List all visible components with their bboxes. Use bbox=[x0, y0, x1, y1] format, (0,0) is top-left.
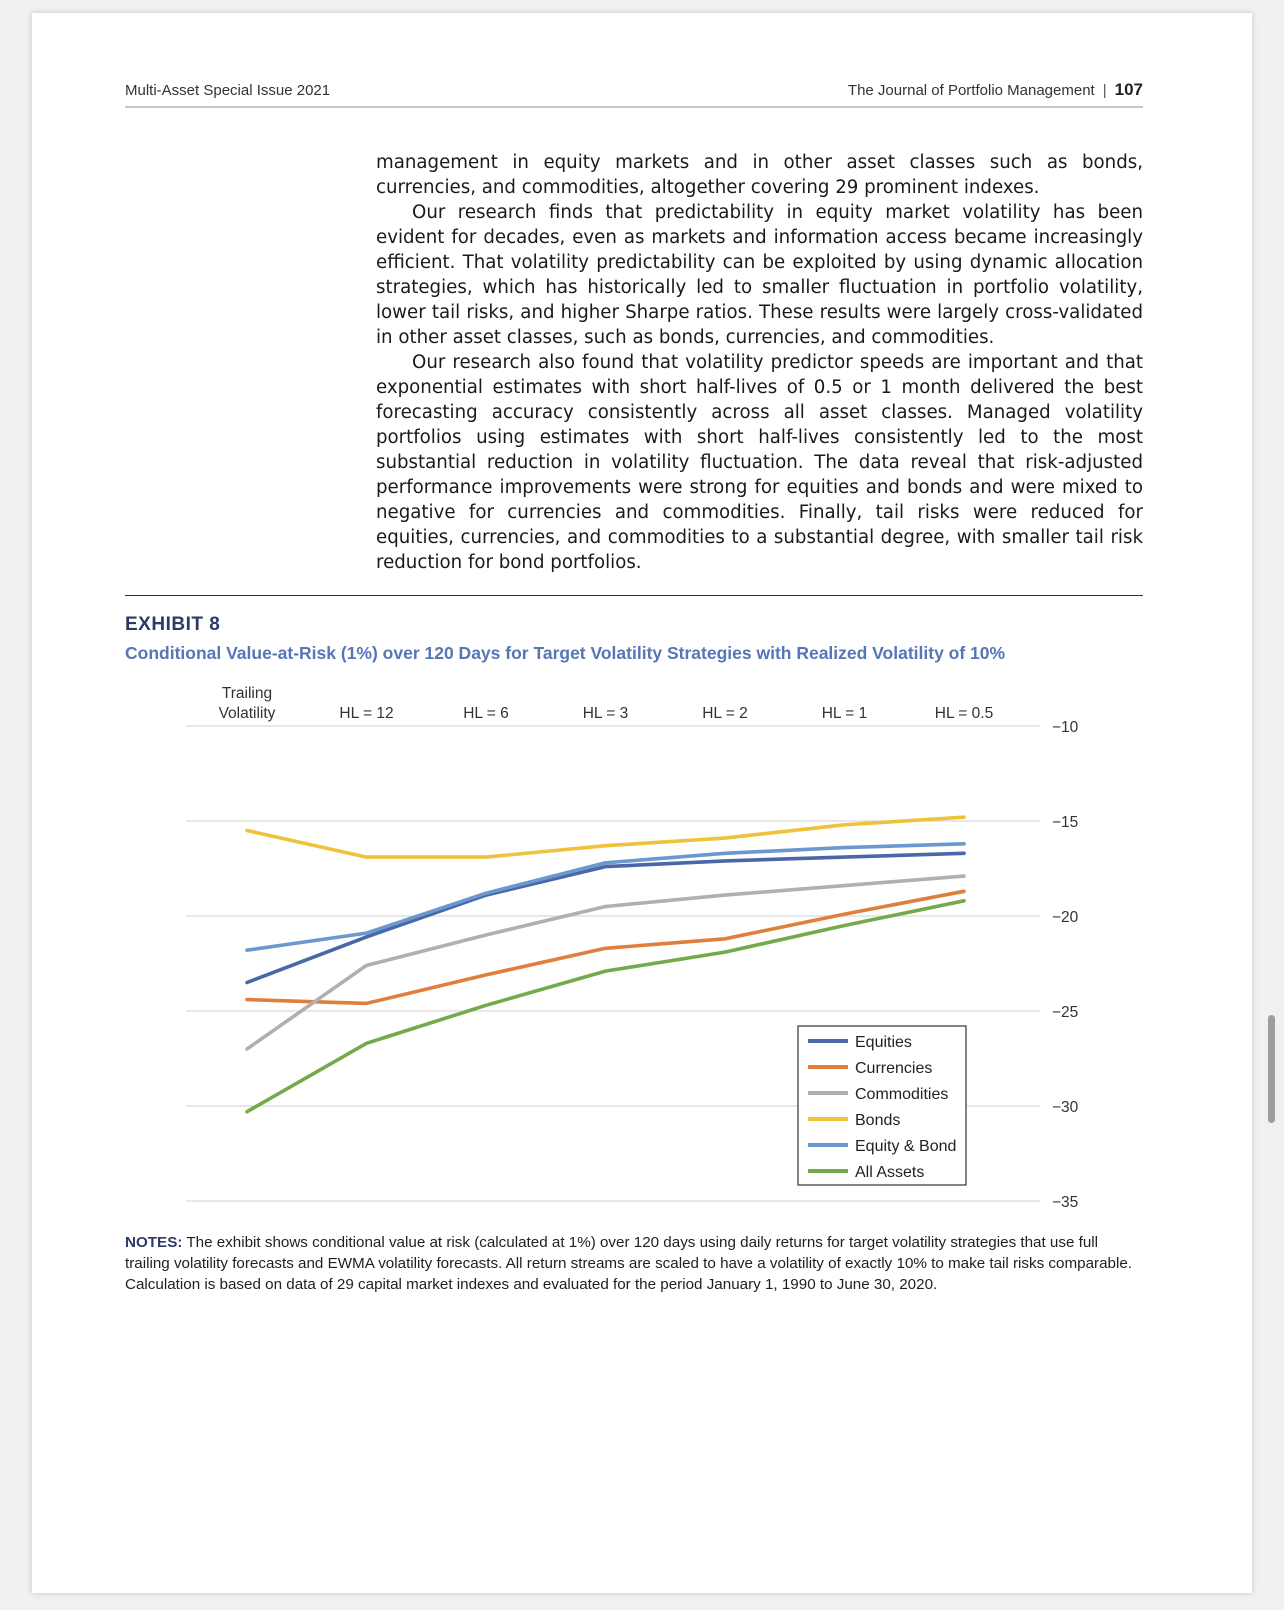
paragraph: Our research also found that volatility … bbox=[376, 352, 1143, 573]
x-tick-label: HL = 1 bbox=[822, 705, 868, 722]
legend-entry: All Assets bbox=[855, 1164, 924, 1181]
exhibit-notes: NOTES: The exhibit shows conditional val… bbox=[125, 1232, 1143, 1295]
series-line-currencies bbox=[245, 889, 966, 1006]
header-separator: | bbox=[1102, 82, 1107, 99]
exhibit-title: Conditional Value-at-Risk (1%) over 120 … bbox=[125, 643, 1006, 663]
paragraph: Our research finds that predictability i… bbox=[376, 202, 1143, 348]
line-chart: −10 −15 −20 −25 −30 −35 Trailing Volatility HL =… bbox=[186, 685, 1079, 1211]
document-page bbox=[32, 13, 1252, 1593]
y-tick-label: −10 bbox=[1052, 719, 1079, 736]
series-line-commodities bbox=[245, 874, 966, 1051]
y-tick-label: −20 bbox=[1052, 909, 1079, 926]
legend-entry: Bonds bbox=[855, 1112, 900, 1129]
body-text: management in equity markets and in othe… bbox=[376, 150, 1143, 575]
x-tick-label: HL = 0.5 bbox=[935, 705, 993, 722]
x-tick-label: HL = 12 bbox=[339, 705, 393, 722]
notes-label: NOTES: bbox=[125, 1234, 183, 1251]
issue-name: Multi-Asset Special Issue 2021 bbox=[125, 82, 331, 99]
journal-info: The Journal of Portfolio Management | 107 bbox=[848, 80, 1143, 100]
x-tick-label: HL = 2 bbox=[702, 705, 748, 722]
y-tick-label: −15 bbox=[1052, 814, 1078, 831]
y-tick-label: −25 bbox=[1052, 1004, 1078, 1021]
running-header: Multi-Asset Special Issue 2021 The Journ… bbox=[125, 80, 1143, 108]
legend-entry: Equity & Bond bbox=[855, 1138, 956, 1155]
x-tick-label: Trailing Volatility bbox=[219, 685, 276, 722]
series-line-all-assets bbox=[245, 898, 966, 1114]
legend-box bbox=[797, 1025, 967, 1186]
x-tick-label: HL = 3 bbox=[583, 705, 629, 722]
y-tick-label: −35 bbox=[1052, 1194, 1078, 1211]
x-tick-label: HL = 6 bbox=[463, 705, 509, 722]
series-line-equity-bond bbox=[245, 841, 966, 953]
exhibit-label: EXHIBIT 8 bbox=[125, 614, 221, 635]
section-rule bbox=[125, 595, 1143, 596]
legend-entry: Currencies bbox=[855, 1060, 932, 1077]
legend-entry: Commodities bbox=[855, 1086, 948, 1103]
scrollbar-thumb[interactable] bbox=[1268, 1015, 1275, 1123]
page-number: 107 bbox=[1114, 80, 1143, 99]
legend-entry: Equities bbox=[855, 1034, 912, 1051]
series-line-bonds bbox=[245, 815, 966, 859]
paragraph: management in equity markets and in othe… bbox=[376, 152, 1143, 198]
notes-text: The exhibit shows conditional value at r… bbox=[125, 1234, 1133, 1293]
series-line-equities bbox=[245, 851, 966, 985]
y-tick-label: −30 bbox=[1052, 1099, 1079, 1116]
journal-name: The Journal of Portfolio Management bbox=[847, 82, 1095, 99]
